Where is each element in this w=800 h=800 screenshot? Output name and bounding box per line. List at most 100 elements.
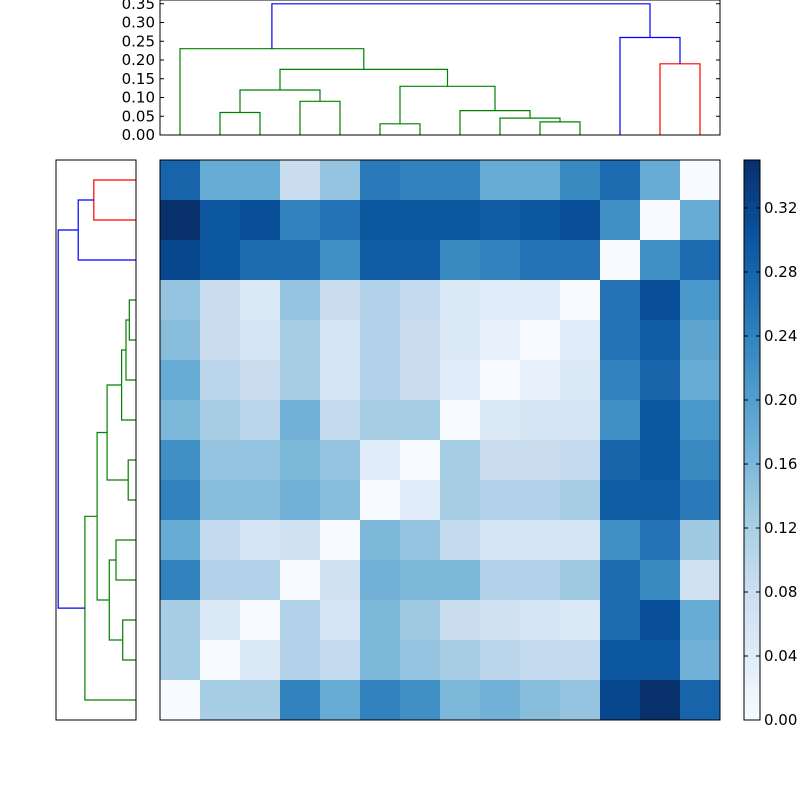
heatmap-cell	[600, 600, 641, 641]
heatmap-cell	[600, 200, 641, 241]
heatmap-cell	[520, 560, 561, 601]
heatmap-cell	[400, 600, 441, 641]
heatmap-cell	[200, 480, 241, 521]
heatmap-cell	[240, 680, 281, 721]
heatmap-cell	[320, 560, 361, 601]
heatmap-cell	[400, 240, 441, 281]
heatmap-cell	[440, 360, 481, 401]
heatmap-cell	[320, 160, 361, 201]
heatmap-cell	[160, 560, 201, 601]
heatmap-cell	[240, 320, 281, 361]
heatmap-cell	[520, 520, 561, 561]
heatmap-cell	[680, 480, 721, 521]
heatmap-cell	[240, 160, 281, 201]
heatmap-cell	[280, 320, 321, 361]
heatmap-cell	[400, 640, 441, 681]
heatmap-cell	[280, 200, 321, 241]
heatmap-cell	[400, 680, 441, 721]
colorbar-tick-label: 0.28	[764, 263, 797, 281]
heatmap-cell	[360, 480, 401, 521]
heatmap-cell	[360, 160, 401, 201]
heatmap-cell	[400, 400, 441, 441]
left-dendrogram	[55, 159, 137, 721]
heatmap-cell	[200, 240, 241, 281]
heatmap-cell	[600, 280, 641, 321]
left-dendrogram-link	[128, 299, 136, 341]
heatmap-cell	[160, 200, 201, 241]
left-dendrogram-link	[106, 384, 129, 481]
heatmap-cell	[360, 360, 401, 401]
left-dendrogram-link	[77, 199, 136, 261]
heatmap-cell	[600, 560, 641, 601]
top-dendrogram-link	[219, 111, 261, 135]
heatmap-cell	[560, 640, 601, 681]
heatmap-cell	[600, 680, 641, 721]
colorbar-tick-label: 0.32	[764, 199, 797, 217]
heatmap-frame	[159, 159, 721, 721]
left-dendrogram-link	[120, 349, 136, 421]
heatmap-cell	[440, 480, 481, 521]
heatmap-cell	[240, 600, 281, 641]
heatmap-cell	[680, 400, 721, 441]
heatmap	[159, 159, 721, 721]
colorbar-tick-label: 0.16	[764, 455, 797, 473]
heatmap-cell	[520, 280, 561, 321]
top-dendrogram-frame	[159, 0, 721, 136]
top-dendrogram-links	[179, 3, 701, 135]
top-dendrogram-tick-label: 0.00	[122, 126, 155, 144]
heatmap-cell	[680, 600, 721, 641]
heatmap-cell	[280, 280, 321, 321]
heatmap-cell	[520, 680, 561, 721]
heatmap-cell	[400, 200, 441, 241]
left-dendrogram-frame	[55, 159, 137, 721]
top-dendrogram-link	[299, 100, 341, 135]
heatmap-cell	[560, 680, 601, 721]
heatmap-cell	[600, 160, 641, 201]
heatmap-cell	[560, 360, 601, 401]
heatmap-cell	[560, 480, 601, 521]
heatmap-cell	[280, 160, 321, 201]
top-dendrogram-link	[539, 121, 581, 135]
heatmap-cell	[440, 640, 481, 681]
heatmap-cell	[360, 680, 401, 721]
heatmap-cell	[200, 360, 241, 401]
heatmap-cell	[200, 600, 241, 641]
heatmap-cell	[640, 480, 681, 521]
heatmap-cell	[600, 520, 641, 561]
heatmap-cell	[320, 200, 361, 241]
heatmap-cell	[280, 520, 321, 561]
heatmap-cell	[440, 600, 481, 641]
top-dendrogram-tick-label: 0.05	[122, 107, 155, 125]
heatmap-cell	[480, 320, 521, 361]
heatmap-cell	[360, 560, 401, 601]
top-dendrogram-link	[499, 117, 561, 135]
heatmap-cell	[640, 520, 681, 561]
top-dendrogram: 0.000.050.100.150.200.250.300.35	[122, 0, 721, 144]
top-dendrogram-link	[659, 63, 701, 135]
colorbar-tick-label: 0.00	[764, 711, 797, 729]
heatmap-cell	[240, 560, 281, 601]
top-dendrogram-tick-label: 0.10	[122, 89, 155, 107]
heatmap-cell	[600, 320, 641, 361]
top-dendrogram-tick-label: 0.20	[122, 51, 155, 69]
heatmap-cell	[680, 320, 721, 361]
heatmap-cell	[320, 680, 361, 721]
heatmap-cell	[600, 480, 641, 521]
heatmap-cell	[360, 520, 401, 561]
heatmap-cell	[560, 200, 601, 241]
heatmap-cell	[680, 240, 721, 281]
heatmap-cell	[160, 400, 201, 441]
heatmap-cell	[640, 320, 681, 361]
heatmap-cell	[440, 200, 481, 241]
heatmap-cell	[200, 280, 241, 321]
heatmap-cell	[240, 200, 281, 241]
heatmap-cell	[560, 240, 601, 281]
heatmap-cell	[680, 200, 721, 241]
heatmap-cell	[600, 400, 641, 441]
heatmap-cell	[160, 320, 201, 361]
heatmap-cell	[160, 160, 201, 201]
heatmap-cell	[400, 160, 441, 201]
heatmap-cell	[160, 280, 201, 321]
top-dendrogram-link	[179, 48, 365, 135]
